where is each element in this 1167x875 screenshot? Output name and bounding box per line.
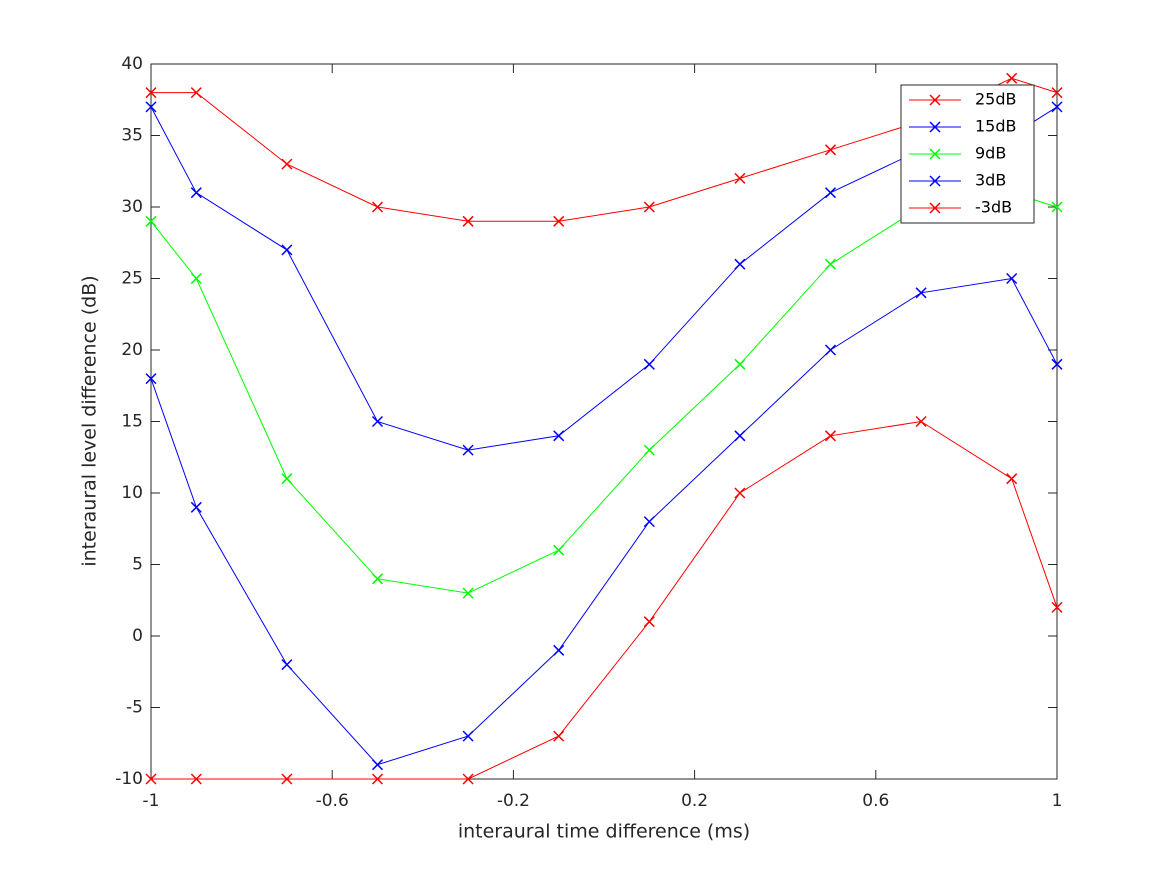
data-point (462, 215, 474, 227)
data-point (824, 144, 837, 156)
legend-label: 25dB (975, 90, 1017, 109)
legend-label: 3dB (975, 171, 1006, 190)
data-point (281, 659, 293, 671)
data-point (915, 415, 927, 428)
data-point (190, 87, 202, 99)
data-point (734, 487, 746, 499)
data-point (734, 258, 746, 270)
data-point (281, 158, 293, 170)
legend-label: 9dB (975, 144, 1006, 163)
x-tick-label: 1 (1052, 791, 1063, 811)
y-axis-label: interaural level difference (dB) (79, 275, 101, 566)
data-point (190, 187, 202, 199)
legend-marker (929, 94, 941, 106)
data-point (145, 773, 157, 785)
data-point (643, 516, 655, 528)
data-point (824, 258, 837, 270)
y-tick-label: 20 (121, 340, 143, 360)
x-tick-label: 0.2 (681, 791, 708, 811)
data-point (553, 730, 565, 742)
data-point (643, 201, 655, 213)
data-point (1006, 272, 1018, 285)
data-point (734, 430, 746, 442)
data-point (462, 587, 474, 599)
data-point (281, 773, 293, 785)
y-tick-label: 10 (121, 483, 143, 503)
y-tick-label: 25 (121, 269, 143, 289)
data-point (190, 272, 202, 285)
y-tick-label: 15 (121, 412, 143, 432)
data-point (553, 215, 565, 227)
data-point (643, 616, 655, 628)
legend-marker (929, 175, 941, 187)
series-line (150, 277, 1058, 766)
data-point (824, 187, 837, 199)
series-line (151, 420, 1058, 780)
y-tick-label: -5 (126, 698, 143, 718)
data-point (371, 759, 384, 771)
x-tick-label: -0.2 (497, 791, 530, 811)
data-point (462, 444, 474, 456)
legend-label: -3dB (975, 198, 1012, 217)
data-point (145, 373, 157, 385)
data-point (145, 101, 157, 113)
data-point (1051, 358, 1063, 370)
data-point (145, 87, 157, 99)
data-point (281, 244, 293, 256)
data-point (1006, 473, 1018, 485)
y-tick-label: 30 (121, 197, 143, 217)
data-point (553, 644, 565, 656)
y-tick-label: 35 (121, 126, 143, 146)
data-point (145, 215, 157, 227)
data-point (553, 544, 565, 556)
data-point (553, 430, 565, 442)
data-point (371, 773, 384, 785)
data-point (734, 358, 746, 370)
x-tick-label: 0.6 (862, 791, 889, 811)
y-tick-label: 40 (121, 54, 143, 74)
data-point (643, 444, 655, 456)
data-point (1051, 601, 1063, 613)
y-tick-label: -10 (115, 769, 143, 789)
data-point (462, 730, 474, 742)
data-point (734, 172, 746, 184)
data-point (643, 358, 655, 370)
data-point (824, 430, 837, 442)
data-point (824, 344, 837, 356)
data-point (371, 415, 384, 428)
data-point (1051, 87, 1063, 99)
legend: 25dB 15dB 9dB 3dB -3dB (900, 84, 1035, 224)
legend-marker (929, 121, 941, 133)
data-point (1051, 201, 1063, 213)
legend-label: 15dB (975, 117, 1017, 136)
legend-marker (929, 148, 941, 160)
x-tick-label: -1 (143, 791, 160, 811)
data-point (462, 773, 474, 785)
data-point (1051, 101, 1063, 113)
data-point (1006, 72, 1018, 84)
data-point (371, 573, 384, 585)
y-tick-label: 5 (132, 555, 143, 575)
data-point (190, 501, 202, 513)
data-point (915, 287, 927, 299)
y-tick-label: 0 (132, 626, 143, 646)
x-tick-label: -0.6 (316, 791, 349, 811)
legend-marker (929, 202, 941, 214)
x-axis-label: interaural time difference (ms) (458, 821, 750, 843)
data-point (190, 773, 202, 785)
data-point (371, 201, 384, 213)
data-point (281, 473, 293, 485)
